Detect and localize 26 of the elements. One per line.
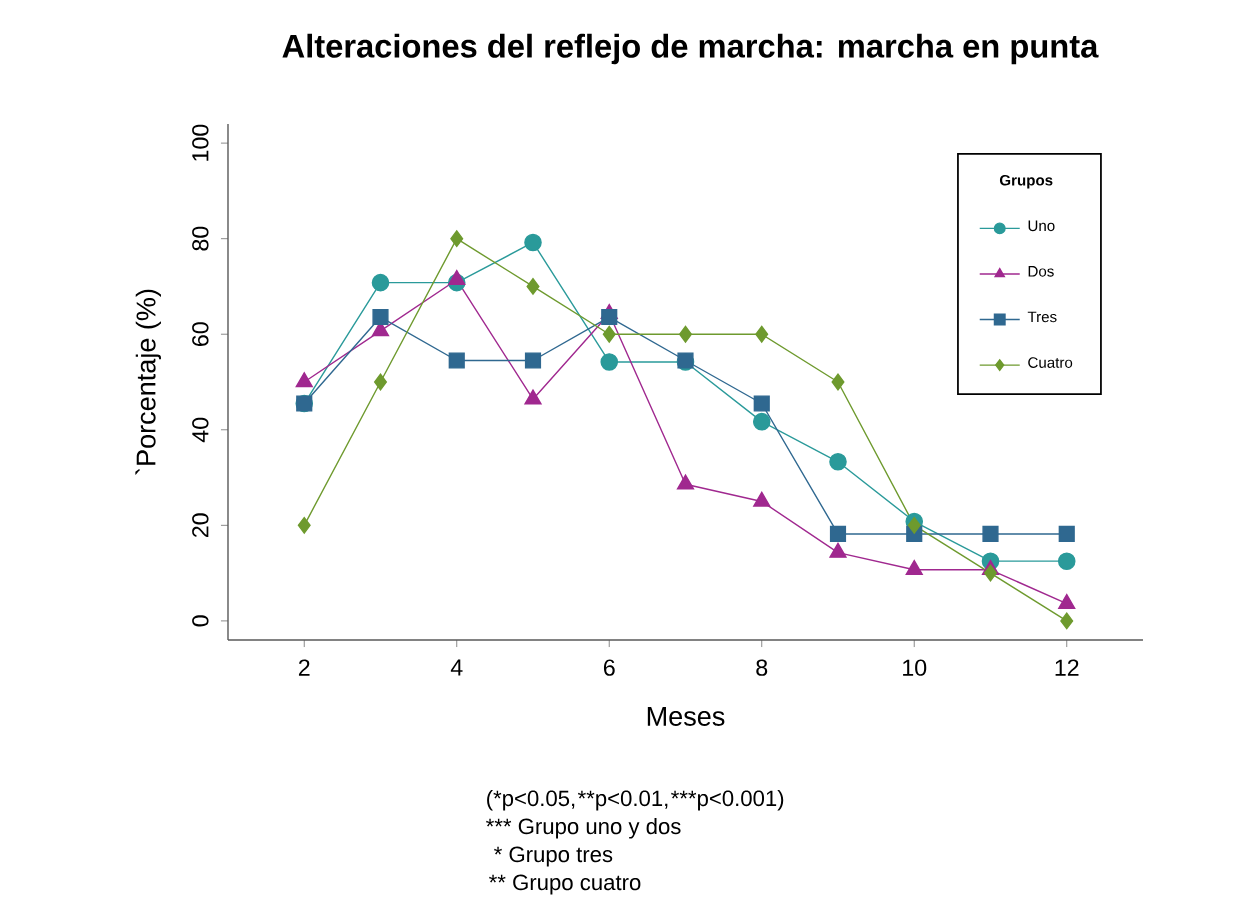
- text: ***p<0.001): [671, 789, 784, 811]
- y-axis-title: `Porcentaje (%): [135, 289, 161, 475]
- text: **p<0.01,: [577, 790, 668, 811]
- y-tick-label: 0: [192, 615, 209, 627]
- chart-title: Alteraciones del reflejo de marcha: marcha en punta: [282, 33, 1099, 65]
- x-tick-label: 2: [298, 659, 310, 676]
- x-tick-label: 4: [450, 659, 463, 676]
- x-tick-label: 12: [1055, 659, 1079, 676]
- x-tick-label: 8: [756, 659, 768, 676]
- y-tick-label: 20: [192, 513, 209, 538]
- legend-label: Uno: [1028, 220, 1055, 232]
- legend-label: Cuatro: [1028, 357, 1073, 368]
- x-tick-label: 10: [903, 659, 927, 676]
- text: (*p<0.05,: [487, 789, 575, 811]
- y-tick-label: 100: [192, 124, 209, 161]
- text: * Grupo tres: [494, 846, 613, 867]
- y-tick-label: 60: [192, 322, 209, 346]
- text: *** Grupo uno y dos: [486, 817, 681, 839]
- x-tick-label: 6: [603, 659, 615, 676]
- legend-label: Tres: [1027, 311, 1057, 323]
- x-axis-title: Meses: [647, 707, 725, 726]
- y-tick-label: 40: [192, 417, 209, 443]
- y-tick-label: 80: [192, 226, 209, 251]
- legend-title: Grupos: [999, 174, 1053, 189]
- legend-label: Dos: [1028, 266, 1054, 277]
- text: ** Grupo cuatro: [489, 874, 641, 895]
